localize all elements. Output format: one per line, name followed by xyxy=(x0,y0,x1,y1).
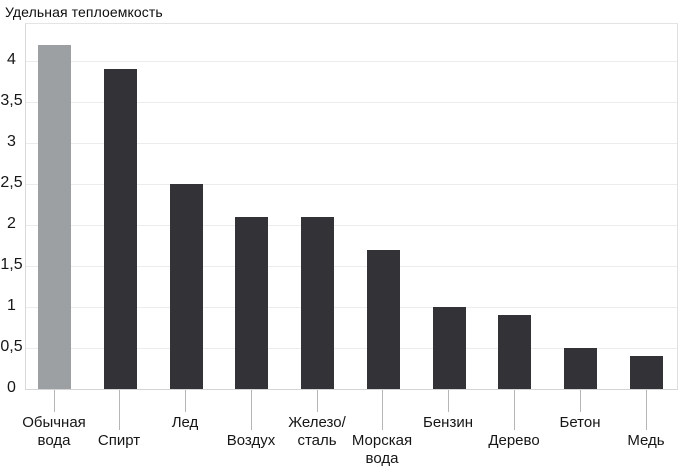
bar-6 xyxy=(367,250,400,389)
x-tick-leader-line xyxy=(251,390,252,430)
gridline xyxy=(26,348,677,349)
x-axis-label: Лед xyxy=(143,414,227,432)
x-axis-label-line: Лед xyxy=(171,414,199,431)
gridline xyxy=(26,102,677,103)
x-tick-leader-line xyxy=(580,390,581,412)
x-axis-label: Бетон xyxy=(538,414,622,432)
y-tick-label: 2,5 xyxy=(0,174,23,191)
gridline xyxy=(26,225,677,226)
y-tick-label: 3,5 xyxy=(0,92,23,109)
x-axis-label: Бензин xyxy=(406,414,490,432)
x-axis-label-line: вода xyxy=(37,432,71,449)
x-axis-label-line: Воздух xyxy=(226,432,276,449)
x-axis-label: Медь xyxy=(604,432,688,450)
gridline xyxy=(26,307,677,308)
x-axis-label: Спирт xyxy=(77,432,161,450)
x-axis-label-line: Обычная xyxy=(22,414,86,431)
x-tick-leader-line xyxy=(317,390,318,412)
y-tick-label: 2 xyxy=(7,215,16,232)
x-axis-label-line: Бензин xyxy=(422,414,473,431)
bar-4 xyxy=(235,217,268,389)
y-tick-label: 1,5 xyxy=(0,256,23,273)
x-axis-label-line: сталь xyxy=(297,432,337,449)
x-axis-label-line: вода xyxy=(365,450,399,467)
bar-1 xyxy=(38,45,71,389)
x-axis-label: Обычная вода xyxy=(12,414,96,450)
gridline xyxy=(26,184,677,185)
y-tick-label: 3 xyxy=(7,133,16,150)
x-axis-label-line: Медь xyxy=(627,432,665,449)
bar-9 xyxy=(564,348,597,389)
chart-title: Удельная теплоемкость xyxy=(5,4,163,20)
x-tick-leader-line xyxy=(382,390,383,430)
bar-2 xyxy=(104,69,137,389)
x-tick-leader-line xyxy=(119,390,120,430)
bar-10 xyxy=(630,356,663,389)
x-axis-label-line: Морская xyxy=(351,432,413,449)
x-axis-label-line: Бетон xyxy=(559,414,601,431)
y-tick-label: 0,5 xyxy=(0,338,23,355)
x-tick-leader-line xyxy=(448,390,449,412)
x-tick-leader-line xyxy=(185,390,186,412)
x-axis-label-line: Спирт xyxy=(97,432,141,449)
x-axis-label: Железо/сталь xyxy=(275,414,359,450)
plot-area xyxy=(25,23,678,390)
bar-5 xyxy=(301,217,334,389)
gridline xyxy=(26,61,677,62)
gridline xyxy=(26,266,677,267)
x-axis-label-line: Дерево xyxy=(488,432,540,449)
x-axis-label: Воздух xyxy=(209,432,293,450)
gridline xyxy=(26,143,677,144)
y-tick-label: 4 xyxy=(7,51,16,68)
x-tick-leader-line xyxy=(54,390,55,412)
bar-8 xyxy=(498,315,531,389)
bar-3 xyxy=(170,184,203,389)
x-axis-label-line: Железо/ xyxy=(288,414,346,431)
x-tick-leader-line xyxy=(514,390,515,430)
x-axis-label: Морская вода xyxy=(340,432,424,468)
bar-7 xyxy=(433,307,466,389)
y-tick-label: 0 xyxy=(7,379,16,396)
x-axis-label: Дерево xyxy=(472,432,556,450)
y-tick-label: 1 xyxy=(7,297,16,314)
x-tick-leader-line xyxy=(646,390,647,430)
